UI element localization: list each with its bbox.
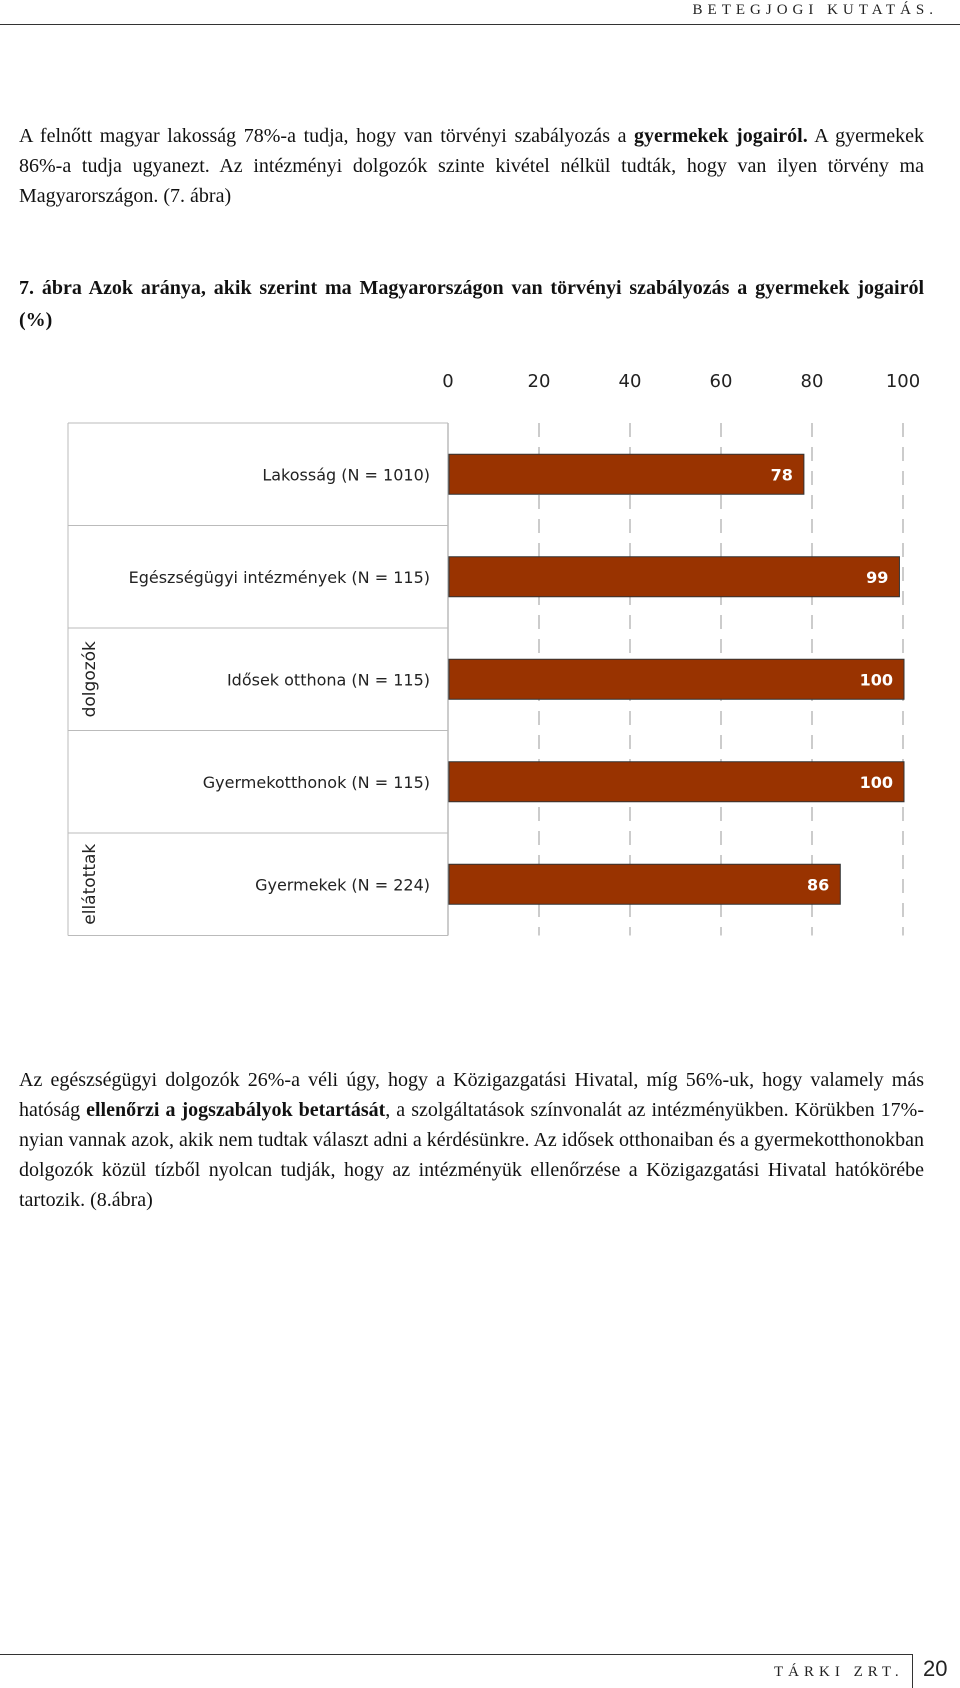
value-label-1: 78	[771, 465, 793, 484]
value-label-2: 99	[866, 568, 888, 587]
bar-3	[448, 658, 905, 700]
bar-2	[448, 556, 900, 598]
intro-text-1: A felnőtt magyar lakosság 78%-a tudja, h…	[19, 125, 635, 147]
bar-4	[448, 761, 905, 803]
page-number: 20	[923, 1656, 948, 1681]
category-label-2: Egészségügyi intézmények (N = 115)	[129, 568, 430, 587]
footer-rule	[0, 1654, 912, 1655]
footer-divider	[912, 1654, 913, 1688]
header-rule	[0, 24, 960, 25]
category-label-3: Idősek otthona (N = 115)	[227, 670, 430, 689]
figure-title: 7. ábra Azok aránya, akik szerint ma Mag…	[19, 277, 924, 331]
body-paragraph: Az egészségügyi dolgozók 26%-a véli úgy,…	[19, 1065, 924, 1215]
running-header: BETEGJOGI KUTATÁS.	[692, 2, 938, 18]
tick-label-20: 20	[528, 371, 551, 392]
intro-text-2: A gyermekek 86%-a tudja ugyanezt. Az int…	[19, 125, 924, 207]
bar-5	[448, 863, 841, 905]
tick-label-80: 80	[801, 371, 824, 392]
group-label-dolgozok: dolgozók	[80, 641, 100, 717]
tick-label-60: 60	[710, 371, 733, 392]
value-label-3: 100	[860, 670, 893, 689]
category-label-1: Lakosság (N = 1010)	[262, 465, 430, 484]
bar-1	[448, 453, 805, 495]
tick-label-0: 0	[442, 371, 453, 392]
group-label-ellatottak: ellátottak	[80, 844, 100, 925]
tick-label-40: 40	[619, 371, 642, 392]
body-bold: ellenőrzi a jogszabályok betartását	[86, 1099, 386, 1121]
intro-paragraph: A felnőtt magyar lakosság 78%-a tudja, h…	[19, 121, 924, 211]
tick-label-100: 100	[886, 371, 920, 392]
body-text-2: , a szolgáltatások színvonalát az intézm…	[19, 1099, 924, 1211]
value-label-4: 100	[860, 773, 893, 792]
intro-bold: gyermekek jogairól.	[634, 125, 808, 147]
category-label-5: Gyermekek (N = 224)	[255, 875, 430, 894]
category-label-4: Gyermekotthonok (N = 115)	[203, 773, 430, 792]
footer-company: TÁRKI ZRT.	[774, 1664, 904, 1680]
value-label-5: 86	[807, 875, 829, 894]
body-text-1: Az egészségügyi dolgozók 26%-a véli úgy,…	[19, 1069, 924, 1121]
